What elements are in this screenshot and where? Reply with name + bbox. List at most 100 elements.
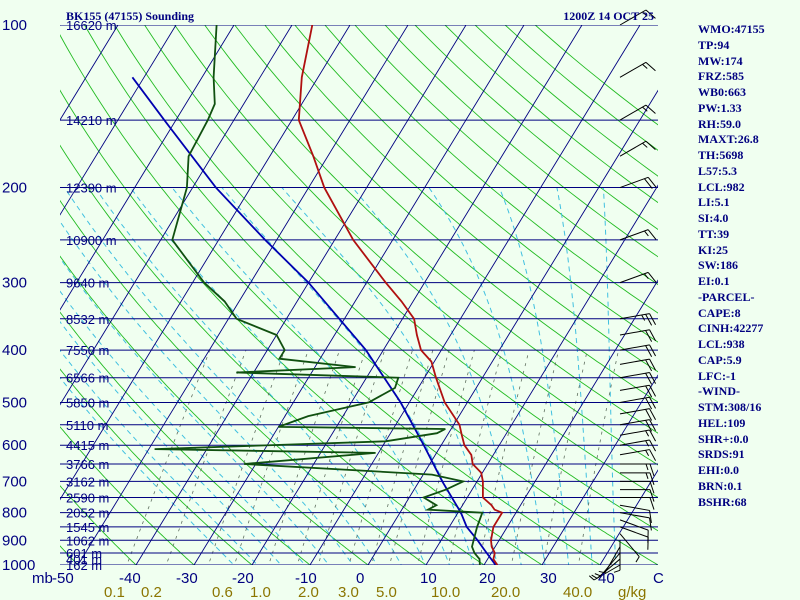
mixing-ratio-line xyxy=(317,349,385,565)
wind-barb-staff xyxy=(619,429,650,436)
dry-adiabat-line xyxy=(60,144,485,565)
wind-barb-flag xyxy=(647,176,657,188)
pressure-tick-label: 500 xyxy=(2,394,27,411)
wind-barb-flag xyxy=(649,408,657,421)
index-item: WMO:47155 xyxy=(698,22,765,36)
wind-barb xyxy=(619,313,657,326)
temperature-tick-label: 30 xyxy=(540,570,557,587)
wind-barb-staff xyxy=(619,313,650,320)
wind-barb-flag xyxy=(598,570,606,574)
wind-barb-staff xyxy=(619,140,647,157)
mixing-ratio-line xyxy=(477,349,530,565)
height-label: 5850 m xyxy=(66,395,109,410)
mixing-ratio-label: 40.0 xyxy=(563,584,592,600)
wind-barb xyxy=(619,408,657,421)
moist-adiabat-line xyxy=(130,187,426,565)
isotherms xyxy=(60,25,658,565)
dry-adiabat-line xyxy=(234,25,658,403)
temperature-tick-label: 10 xyxy=(420,570,437,587)
wind-barb-flag xyxy=(644,178,653,189)
index-item: L57:5.3 xyxy=(698,163,737,178)
wind-barb xyxy=(620,463,655,477)
wind-barb-flag xyxy=(645,397,653,410)
isotherm-line xyxy=(309,25,641,565)
dry-adiabat-line xyxy=(60,34,601,565)
index-item: MW:174 xyxy=(698,53,743,68)
moist-adiabat-line xyxy=(171,187,451,565)
wind-barb xyxy=(619,271,657,284)
isotherm-line xyxy=(60,25,177,216)
wind-barb-flag xyxy=(649,489,655,502)
wind-barb-flag xyxy=(645,345,653,357)
pressure-tick-label: 400 xyxy=(2,342,27,359)
wind-barb-flag xyxy=(613,569,621,573)
wind-barb xyxy=(619,396,657,410)
wind-barb-staff xyxy=(619,396,650,403)
wind-barb xyxy=(619,358,657,372)
dry-adiabat-line xyxy=(144,25,658,498)
wind-barb xyxy=(620,497,655,510)
wind-barb-flag xyxy=(649,481,655,494)
dry-adiabat-line xyxy=(384,25,658,258)
moist-adiabat-line xyxy=(94,187,402,565)
wind-barb xyxy=(620,480,655,494)
index-item: STM:308/16 xyxy=(698,400,762,414)
index-item: BRN:0.1 xyxy=(698,478,743,493)
isotherm-line xyxy=(60,25,119,121)
dry-adiabat-line xyxy=(60,485,137,565)
background-grid xyxy=(60,25,658,565)
moist-adiabat-line xyxy=(602,187,617,565)
mixing-ratio-label: 2.0 xyxy=(298,584,319,600)
wind-barb-staff xyxy=(619,358,650,365)
temperature-tick-label: -40 xyxy=(119,570,141,587)
wind-barb xyxy=(613,540,621,573)
wind-barb-flag xyxy=(649,463,655,477)
wind-barb-flag xyxy=(645,409,653,421)
height-label: 10900 m xyxy=(66,233,117,248)
mixing-ratio-label: 1.0 xyxy=(250,584,271,600)
index-item: -PARCEL- xyxy=(698,289,755,304)
index-item: TP:94 xyxy=(698,37,730,52)
dry-adiabat-line xyxy=(174,25,658,466)
pressure-tick-label: 600 xyxy=(2,437,27,454)
wind-barb xyxy=(620,472,655,485)
wind-barb xyxy=(619,533,640,563)
index-item: EI:0.1 xyxy=(698,274,730,288)
wind-barb-staff xyxy=(619,329,650,336)
isotherm-line xyxy=(193,25,525,565)
index-item: WB0:663 xyxy=(698,85,746,99)
wind-barb-flag xyxy=(645,420,653,432)
height-label: 8532 m xyxy=(66,312,109,327)
wind-barb-flag xyxy=(645,104,656,114)
wind-barb-flag xyxy=(645,61,656,72)
wind-barb-flag xyxy=(647,272,657,283)
wind-barb-staff xyxy=(619,9,647,26)
mixing-ratio-line xyxy=(447,349,503,565)
wind-barb-flag xyxy=(594,573,601,577)
height-label: 4415 m xyxy=(66,438,109,453)
index-item: FRZ:585 xyxy=(698,69,744,84)
wind-barb-staff xyxy=(619,449,650,456)
dewpoint-trace xyxy=(154,25,484,565)
mixing-ratio-line xyxy=(348,349,413,565)
wind-barb-flag xyxy=(649,497,655,510)
height-label: 7550 m xyxy=(66,343,109,358)
moist-adiabat-line xyxy=(60,349,259,565)
mixing-ratio-label: g/kg xyxy=(618,584,646,600)
height-label: 6566 m xyxy=(66,371,109,386)
height-label: 401 m xyxy=(66,552,102,567)
wind-barb-flag xyxy=(635,556,640,563)
height-label: 1062 m xyxy=(66,533,109,548)
mixing-ratio-label: 0.6 xyxy=(212,584,233,600)
wind-barb xyxy=(619,419,657,432)
index-item: EHI:0.0 xyxy=(698,463,740,477)
wind-barb-flag xyxy=(645,330,653,342)
mixing-ratio-line xyxy=(577,350,619,565)
dry-adiabat-line xyxy=(60,89,543,565)
pressure-tick-label: 1000 xyxy=(2,557,35,574)
wind-barb-staff xyxy=(619,519,649,531)
mixing-ratio-line xyxy=(371,349,434,565)
mixing-ratio-label: 20.0 xyxy=(491,584,520,600)
wind-barb-flag xyxy=(649,429,657,442)
